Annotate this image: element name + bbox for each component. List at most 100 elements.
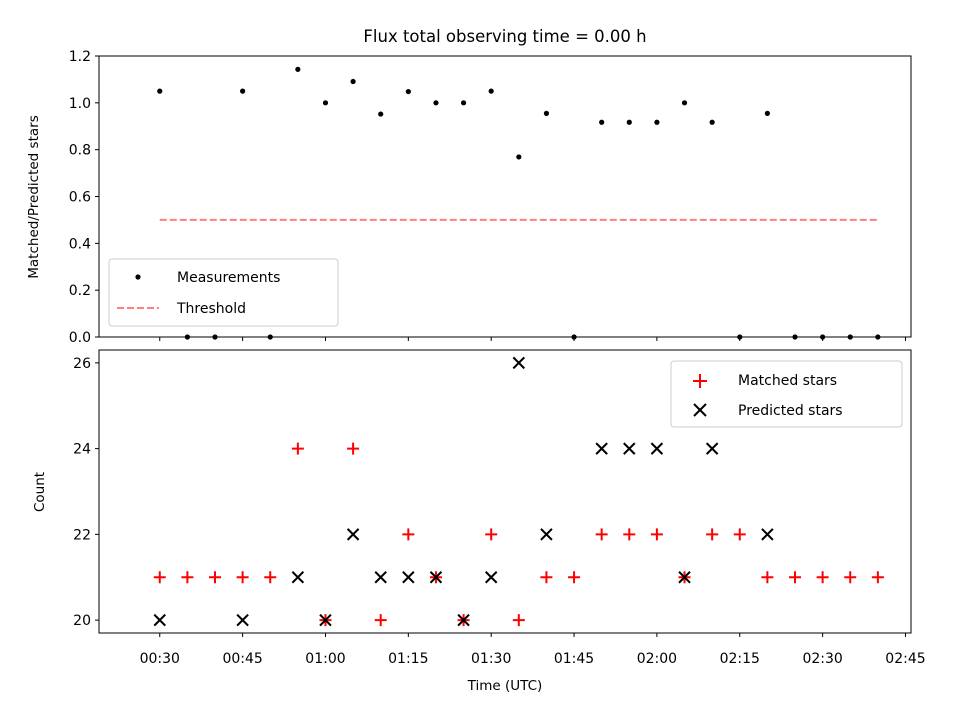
bottom-x-tick-label: 02:00 (637, 651, 677, 667)
measurement-point (350, 78, 356, 85)
top-y-tick-label: 0.6 (69, 190, 91, 206)
matched-star-point (595, 528, 608, 541)
legend-matched-stars-marker (693, 374, 707, 388)
top-legend-box (108, 258, 339, 327)
matched-star-point (512, 614, 525, 627)
predicted-star-point (374, 571, 387, 584)
top-axis-ticks: 0.0 0.2 0.4 0.6 0.8 1.0 1.2 (69, 49, 906, 346)
matched-star-point (706, 528, 719, 541)
bottom-legend: Matched stars Predicted stars (670, 360, 903, 428)
bottom-y-tick-label: 20 (73, 613, 91, 629)
legend-threshold-label: Threshold (176, 301, 246, 317)
predicted-star-point (429, 571, 443, 584)
matched-star-point (485, 528, 498, 541)
top-y-tick-label: 0.4 (69, 236, 91, 252)
matched-star-point (153, 571, 166, 584)
measurement-point (405, 88, 411, 95)
matched-star-point (650, 528, 663, 541)
matched-star-point (264, 571, 277, 584)
measurement-point (543, 110, 550, 116)
legend-matched-stars-label: Matched stars (738, 373, 837, 389)
measurement-point (626, 119, 632, 125)
measurement-point (654, 119, 660, 125)
bottom-x-tick-label: 01:15 (388, 651, 428, 667)
predicted-star-point (678, 571, 691, 584)
bottom-x-tick-label: 01:30 (471, 651, 511, 667)
bottom-panel: Count Time (UTC) 20 22 24 26 00:30 00:45 01:00… (32, 349, 926, 694)
bottom-x-tick-label: 00:45 (222, 651, 262, 667)
predicted-star-point (236, 613, 249, 627)
measurement-point (488, 88, 494, 94)
legend-predicted-stars-label: Predicted stars (738, 403, 843, 419)
top-y-tick-label: 0.0 (69, 330, 91, 346)
matched-star-point (402, 528, 415, 541)
measurement-point (378, 111, 384, 117)
measurement-point (764, 110, 770, 116)
predicted-star-point (402, 571, 415, 584)
bottom-legend-box (670, 360, 903, 428)
matched-star-point (347, 442, 360, 455)
measurement-point (295, 66, 301, 72)
top-plot-frame (98, 55, 912, 338)
predicted-star-point (291, 571, 305, 584)
bottom-x-axis-label: Time (UTC) (467, 678, 543, 694)
predicted-star-point (457, 613, 470, 627)
top-panel: Flux total observing time = 0.00 h Match… (26, 27, 912, 346)
predicted-star-point (153, 613, 166, 627)
matched-star-point (816, 571, 829, 584)
measurement-point (599, 119, 605, 125)
top-chart-title: Flux total observing time = 0.00 h (363, 27, 646, 46)
top-y-tick-label: 1.0 (69, 96, 91, 112)
measurement-point (460, 100, 467, 106)
top-y-tick-label: 1.2 (69, 49, 91, 65)
matched-star-point (291, 442, 304, 455)
legend-predicted-stars-marker (693, 403, 707, 417)
matched-star-point (871, 571, 884, 584)
predicted-star-point (512, 356, 526, 370)
predicted-star-point (595, 442, 608, 455)
matched-star-point (568, 571, 581, 584)
bottom-y-axis-label: Count (32, 472, 48, 512)
bottom-x-tick-label: 02:45 (885, 651, 925, 667)
legend-measurements-marker (135, 274, 141, 280)
bottom-plot-frame (98, 349, 912, 634)
bottom-y-tick-label: 26 (73, 356, 91, 372)
measurement-point (322, 100, 329, 106)
matched-star-point (789, 571, 801, 584)
matched-star-point (844, 571, 857, 584)
predicted-star-point (761, 528, 774, 541)
bottom-plot-marks (153, 356, 884, 627)
top-legend: Measurements Threshold (108, 258, 339, 327)
matched-star-point (374, 614, 387, 627)
bottom-x-tick-label: 02:30 (802, 651, 842, 667)
measurement-point (516, 154, 522, 160)
bottom-x-tick-label: 02:15 (720, 651, 760, 667)
matched-star-point (236, 571, 249, 584)
bottom-x-tick-label: 00:30 (140, 651, 180, 667)
matched-star-point (761, 571, 774, 584)
measurement-point (681, 100, 688, 106)
bottom-y-tick-label: 24 (73, 442, 91, 458)
bottom-y-tick-label: 22 (73, 527, 91, 543)
predicted-star-point (623, 442, 636, 455)
predicted-star-point (705, 442, 719, 455)
predicted-star-point (540, 528, 553, 541)
predicted-star-point (346, 528, 360, 541)
bottom-x-tick-label: 01:00 (305, 651, 345, 667)
bottom-axis-ticks: 20 22 24 26 00:30 00:45 01:00 01:15 01:30 01:45 02… (73, 356, 925, 667)
measurement-point (157, 88, 163, 94)
top-y-tick-label: 0.2 (69, 283, 91, 299)
matched-star-point (733, 528, 746, 541)
top-y-tick-label: 0.8 (69, 143, 91, 159)
predicted-star-point (319, 613, 332, 627)
top-y-axis-label: Matched/Predicted stars (26, 115, 42, 278)
predicted-star-point (484, 571, 498, 584)
matched-star-point (540, 571, 553, 584)
legend-measurements-label: Measurements (177, 270, 280, 286)
predicted-star-point (650, 442, 664, 455)
measurement-point (709, 119, 715, 125)
matched-star-point (209, 571, 221, 584)
bottom-x-tick-label: 01:45 (554, 651, 594, 667)
